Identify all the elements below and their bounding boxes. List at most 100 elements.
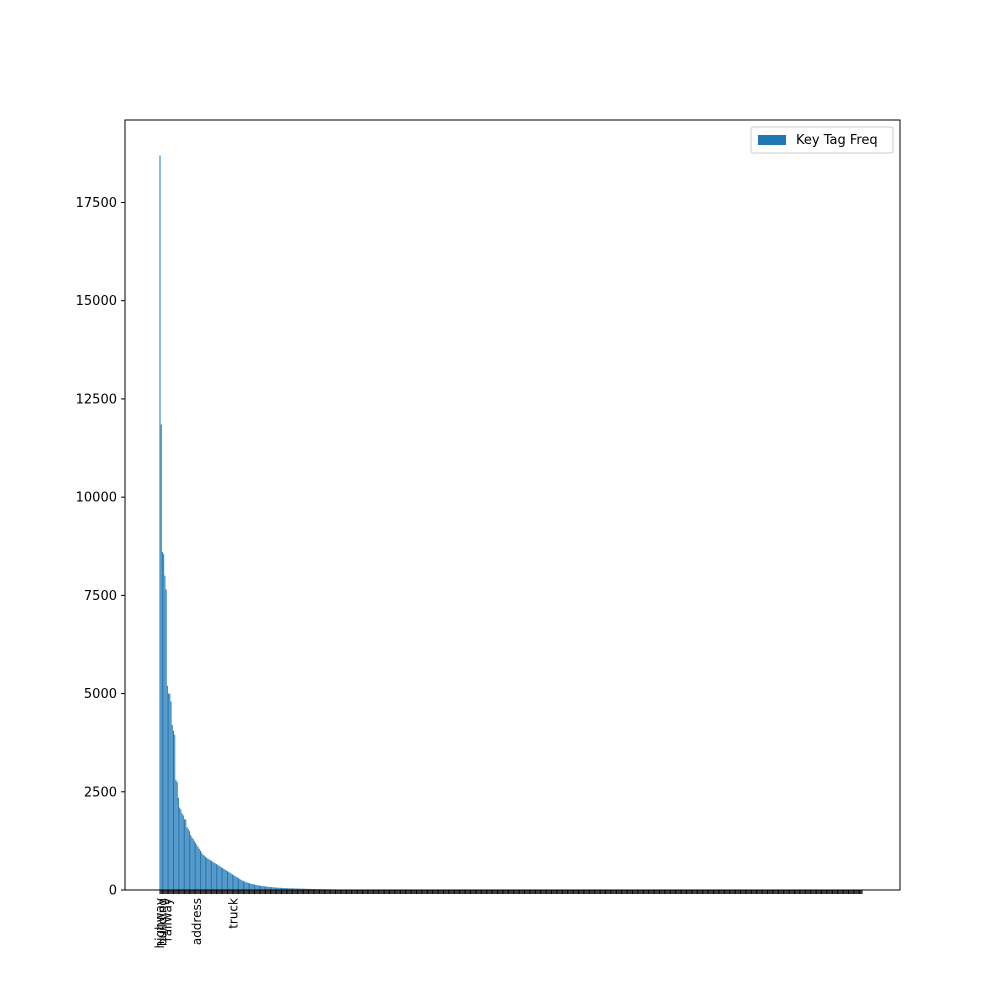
bar: [238, 878, 240, 890]
bar: [179, 807, 181, 890]
bar: [309, 888, 311, 890]
bar: [211, 860, 213, 890]
bar: [284, 888, 286, 890]
bar: [249, 883, 251, 890]
bar: [304, 888, 306, 890]
bar: [208, 859, 210, 890]
bar: [285, 888, 287, 890]
bar: [298, 888, 300, 890]
bar: [229, 872, 231, 890]
bar: [206, 857, 208, 890]
bar: [180, 809, 182, 890]
y-tick-label: 17500: [76, 196, 117, 211]
bar: [213, 862, 215, 890]
bar: [272, 887, 274, 890]
bar: [202, 854, 204, 890]
bar: [164, 575, 166, 890]
bar: [190, 835, 192, 890]
bar: [234, 875, 236, 890]
bar: [220, 867, 222, 890]
y-tick-label: 2500: [84, 785, 117, 800]
y-tick-label: 12500: [76, 392, 117, 407]
bar: [282, 887, 284, 890]
bar: [207, 858, 209, 890]
bar: [247, 882, 249, 890]
legend-box: [750, 126, 894, 154]
bar: [287, 888, 289, 890]
bar: [235, 876, 237, 890]
bar: [260, 885, 262, 890]
bar: [303, 888, 305, 890]
y-tick-label: 0: [109, 884, 117, 899]
bar: [166, 685, 168, 890]
bar: [255, 884, 257, 890]
bar: [283, 888, 285, 890]
bar: [165, 589, 167, 890]
bar: [252, 884, 254, 890]
bar: [160, 424, 162, 890]
bar: [244, 881, 246, 890]
bar: [294, 888, 296, 890]
bar: [295, 888, 297, 890]
y-tick-label: 5000: [84, 687, 117, 702]
bar: [288, 888, 290, 890]
bar: [308, 888, 309, 890]
bar: [191, 836, 193, 890]
bar: [219, 866, 221, 890]
bar: [193, 840, 195, 890]
plot-area-frame: [124, 119, 901, 891]
bar: [224, 869, 226, 890]
bar: [215, 864, 217, 890]
bar: [182, 815, 184, 890]
bar: [256, 885, 258, 890]
bar: [271, 887, 273, 890]
bar: [225, 870, 227, 890]
y-tick-label: 10000: [76, 491, 117, 506]
legend-swatch: [758, 135, 786, 145]
bar: [177, 797, 179, 890]
bar: [310, 888, 312, 890]
bar: [239, 879, 241, 890]
bar: [268, 886, 270, 890]
bar: [245, 882, 247, 890]
bar: [184, 819, 186, 890]
legend-label: Key Tag Freq: [796, 133, 878, 148]
x-tick-label: railway: [160, 898, 174, 941]
bar: [187, 829, 189, 890]
bar: [276, 887, 278, 890]
bar: [258, 885, 260, 890]
bar: [300, 888, 302, 891]
bar: [311, 888, 313, 890]
bar: [301, 888, 303, 890]
bar: [261, 885, 263, 890]
bar: [227, 871, 228, 890]
bar-series: [159, 155, 863, 891]
bar: [200, 850, 201, 890]
bar: [278, 887, 280, 890]
bar: [306, 888, 308, 890]
bar: [269, 887, 271, 890]
bar: [201, 852, 203, 890]
x-tick-label: building: [155, 898, 169, 946]
bar: [293, 888, 295, 890]
bar: [296, 888, 298, 890]
bar: [246, 882, 248, 890]
bar: [161, 552, 163, 890]
bar: [240, 879, 242, 890]
bar: [188, 831, 190, 890]
bar: [290, 888, 292, 890]
y-axis-ticks: 0 2500 5000 7500 10000 12500 15000 17500: [76, 196, 125, 899]
bar: [176, 781, 178, 890]
bar: [212, 861, 214, 890]
bar: [250, 883, 252, 890]
bar: [305, 888, 307, 890]
bar: [274, 887, 276, 890]
bar: [277, 887, 279, 890]
bar: [195, 842, 197, 890]
bar: [281, 887, 282, 890]
bar: [241, 880, 243, 891]
bar: [266, 886, 268, 890]
bar: [173, 730, 174, 890]
